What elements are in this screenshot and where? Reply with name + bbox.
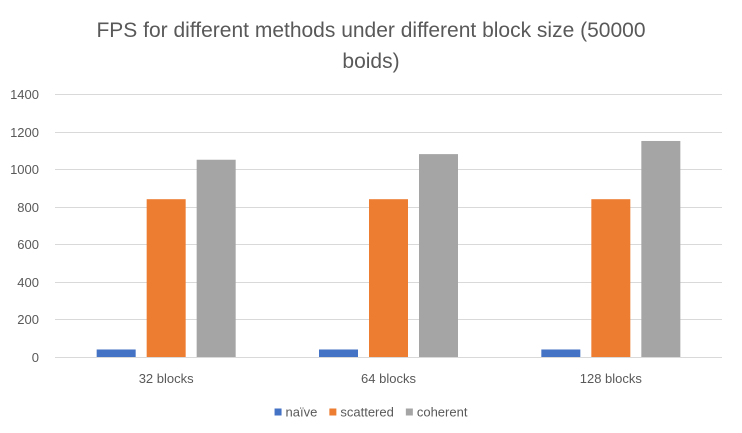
x-axis-ticks: 32 blocks 64 blocks 128 blocks xyxy=(139,371,643,386)
x-tick-label: 32 blocks xyxy=(139,371,194,386)
y-tick-label: 600 xyxy=(17,237,39,252)
bar-nave xyxy=(96,349,136,357)
legend-swatch xyxy=(274,408,282,416)
x-tick-label: 128 blocks xyxy=(580,371,643,386)
y-tick-label: 1400 xyxy=(10,87,39,102)
legend-label: scattered xyxy=(340,405,393,420)
legend-label: naïve xyxy=(286,405,318,420)
bar-coherent xyxy=(641,140,681,357)
bar-scattered xyxy=(146,199,186,357)
legend-swatch xyxy=(405,408,413,416)
y-tick-label: 400 xyxy=(17,275,39,290)
bar-nave xyxy=(541,349,581,357)
y-tick-label: 1000 xyxy=(10,162,39,177)
bar-scattered xyxy=(369,199,408,357)
bars xyxy=(96,140,681,357)
bar-coherent xyxy=(419,154,458,357)
legend-swatch xyxy=(329,408,337,416)
chart-title-line-2: boids) xyxy=(342,50,399,73)
y-tick-label: 0 xyxy=(32,350,39,365)
y-tick-label: 1200 xyxy=(10,125,39,140)
bar-coherent xyxy=(196,159,236,357)
bar-scattered xyxy=(591,199,631,357)
legend: naïve scattered coherent xyxy=(274,405,468,420)
bar-nave xyxy=(319,349,358,357)
y-axis-ticks: 0 200 400 600 800 1000 1200 1400 xyxy=(10,87,39,365)
y-tick-label: 200 xyxy=(17,312,39,327)
chart-title-line-1: FPS for different methods under differen… xyxy=(96,19,645,42)
x-tick-label: 64 blocks xyxy=(361,371,416,386)
y-tick-label: 800 xyxy=(17,200,39,215)
legend-label: coherent xyxy=(417,405,468,420)
